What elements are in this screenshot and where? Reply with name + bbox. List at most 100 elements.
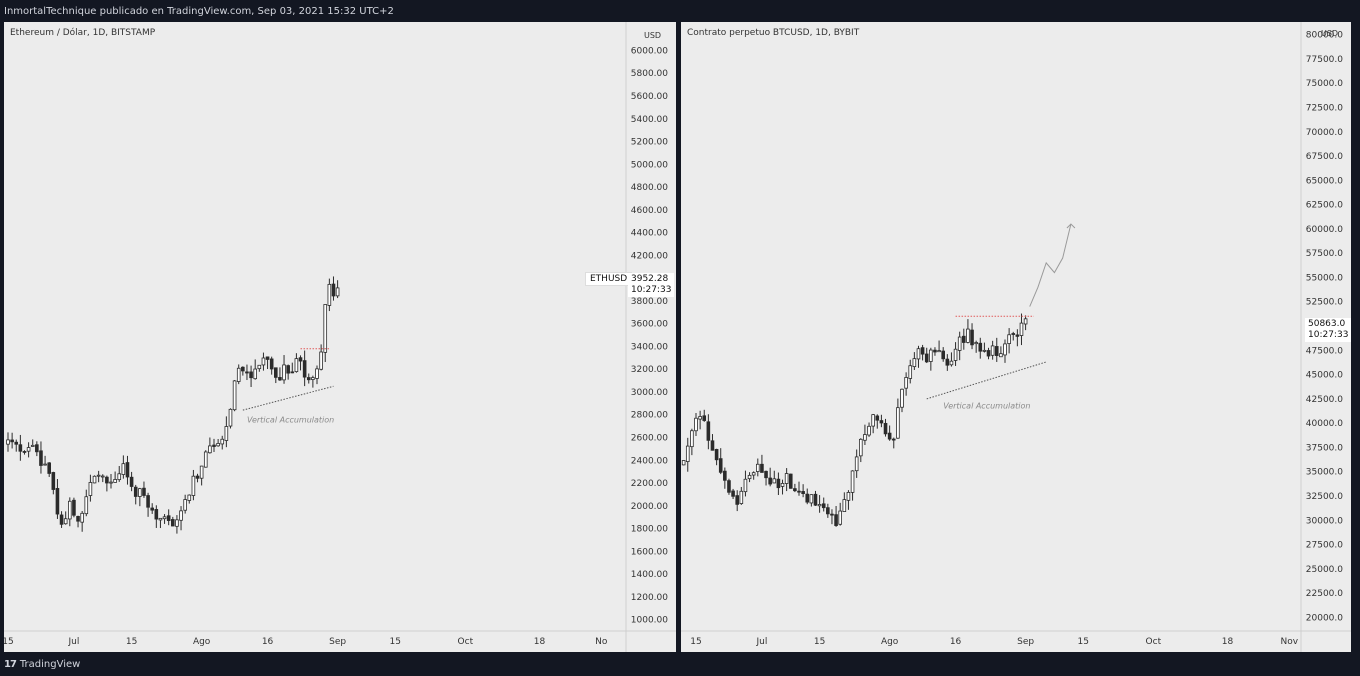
eth-chart-panel[interactable]: 6000.00 5800.00 5600.00 5400.00 5200.00 5000.… [4,22,676,652]
eth-candle-body [6,439,10,445]
btc-candle-body [1003,343,1007,356]
eth-candle-body [265,356,270,360]
btc-candle-body [990,345,995,356]
btc-candle-body [723,470,727,481]
btc-projection-line [1029,223,1072,307]
eth-x-tick-label: Sep [329,637,346,647]
btc-candle-body [945,358,950,366]
eth-candle-body [224,426,229,441]
btc-candle-body [768,477,772,485]
eth-x-tick-label: Jul [67,637,79,647]
eth-candle-body [18,444,23,452]
btc-candle-body [982,349,987,352]
btc-candle-body [900,388,904,408]
btc-x-tick-label: 15 [690,637,701,647]
btc-y-tick-label: 47500.0 [1306,346,1343,356]
publish-title: InmortalTechnique publicado en TradingVi… [4,6,394,17]
eth-candle-body [10,439,14,443]
btc-y-tick-label: 72500.0 [1306,103,1343,113]
btc-candle-body [714,448,719,461]
tradingview-logo[interactable]: 17 TradingView [4,659,80,670]
eth-candle-body [142,487,146,496]
btc-last-price: 50863.0 [1308,319,1346,329]
btc-candle-body [858,438,863,457]
eth-candle-body [109,481,113,484]
eth-y-tick-label: 3200.00 [631,365,668,375]
btc-candle-body [887,432,892,440]
eth-candle-body [319,351,323,370]
eth-candle-body [117,473,122,481]
btc-y-tick-label: 32500.0 [1306,492,1343,502]
eth-candle-body [278,377,282,381]
eth-y-tick-label: 5400.00 [631,115,668,125]
btc-candle-body [912,358,917,368]
btc-y-tick-label: 62500.0 [1306,201,1343,211]
eth-candle-body [14,441,19,445]
btc-candle-body [953,348,958,361]
btc-y-tick-label: 20000.0 [1306,613,1343,623]
btc-candle-body [904,377,908,389]
btc-candle-body [793,488,797,492]
btc-y-tick-label: 35000.0 [1306,468,1343,478]
eth-y-tick-label: 4800.00 [631,183,668,193]
eth-candle-body [72,499,76,516]
btc-chart-panel[interactable]: 80000.0 77500.0 75000.0 72500.0 70000.0 67500… [681,22,1351,652]
btc-candle-body [764,470,768,479]
eth-candle-body [298,357,303,362]
btc-y-tick-label: 22500.0 [1306,589,1343,599]
btc-candle-body [999,353,1003,358]
eth-chart-canvas[interactable]: 6000.00 5800.00 5600.00 5400.00 5200.00 5000.… [4,22,676,652]
eth-candle-body [191,475,196,496]
btc-candle-body [970,329,974,346]
btc-y-tick-label: 42500.0 [1306,395,1343,405]
btc-candle-body [784,473,789,484]
btc-candle-body [842,499,847,512]
eth-candle-body [183,499,187,511]
tradingview-logo-icon: 17 [4,659,17,670]
eth-y-tick-label: 2000.00 [631,502,668,512]
btc-candle-body [863,434,867,441]
btc-candle-body [821,503,826,509]
btc-candle-body [710,440,715,451]
eth-candle-body [232,380,237,411]
btc-candle-body [747,474,752,480]
eth-candle-body [306,377,311,381]
eth-candle-body [76,515,80,522]
eth-candle-body [269,358,274,370]
btc-chart-canvas[interactable]: 80000.0 77500.0 75000.0 72500.0 70000.0 67500… [681,22,1351,652]
btc-candle-body [817,504,822,507]
eth-x-tick-label: Ago [193,637,211,647]
btc-y-tick-label: 80000.0 [1306,31,1343,41]
eth-candle-body [187,494,192,501]
eth-y-tick-label: 4200.00 [631,251,668,261]
btc-y-tick-label: 45000.0 [1306,371,1343,381]
eth-x-tick-label: 15 [4,637,14,647]
btc-y-tick-label: 77500.0 [1306,55,1343,65]
btc-candle-body [739,490,744,504]
eth-symbol-badge: ETHUSD [585,272,633,286]
btc-candle-body [772,478,777,484]
eth-candle-body [203,451,208,468]
eth-candle-body [228,408,233,427]
btc-candle-body [867,425,871,436]
btc-candle-body [986,350,991,357]
btc-y-tick-label: 55000.0 [1306,273,1343,283]
eth-candle-body [294,358,299,373]
eth-candle-body [133,486,138,497]
btc-candle-body [830,513,834,516]
btc-x-tick-label: Nov [1280,637,1298,647]
btc-candle-body [854,456,859,472]
eth-candle-body [175,519,179,527]
eth-candle-body [220,438,225,445]
eth-candle-body [39,450,43,466]
btc-candle-body [727,480,731,493]
eth-candle-body [63,518,68,525]
eth-candle-body [59,514,64,525]
eth-candle-body [236,367,241,382]
eth-y-tick-label: 2800.00 [631,411,668,421]
eth-candle-body [311,377,315,380]
eth-candle-body [166,515,171,521]
eth-y-tick-label: 3000.00 [631,388,668,398]
btc-candle-body [751,472,756,476]
btc-candle-body [949,360,954,366]
